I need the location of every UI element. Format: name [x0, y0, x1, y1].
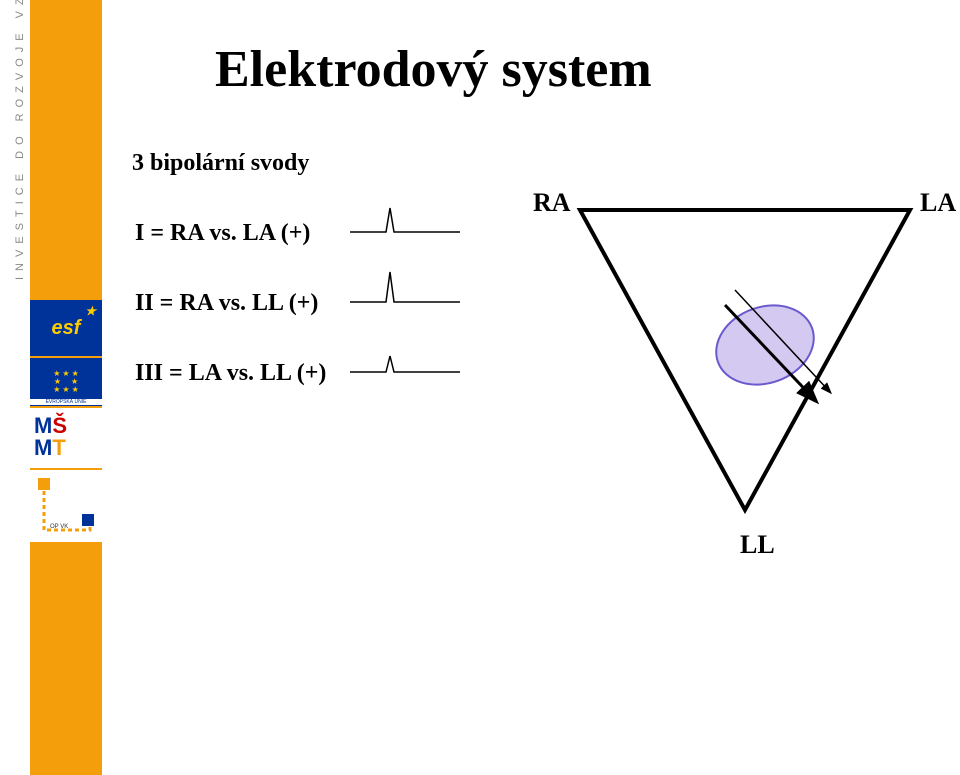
eu-flag-logo: ★ ★ ★★ ★★ ★ ★ EVROPSKÁ UNIE: [30, 358, 102, 406]
subtitle: 3 bipolární svody: [132, 150, 309, 177]
esf-logo-text: esf: [52, 317, 81, 340]
waveform-path: [350, 356, 460, 372]
sidebar-vertical-text: INVESTICE DO ROZVOJE VZDĚLÁVÁNÍ: [14, 0, 26, 280]
svg-text:OP VK: OP VK: [50, 524, 68, 530]
lead-ii-text: II = RA vs. LL (+): [135, 290, 318, 317]
msmt-logo: MŠ MT: [30, 408, 102, 468]
esf-star-icon: ★: [85, 304, 96, 318]
eu-flag-label: EVROPSKÁ UNIE: [30, 399, 102, 405]
heart-ellipse: [705, 292, 825, 398]
waveform-path: [350, 272, 460, 302]
msmt-letter-t: T: [52, 435, 65, 460]
vertex-label-ra: RA: [533, 188, 571, 218]
esf-logo: esf ★: [30, 300, 102, 356]
vertex-label-la: LA: [920, 188, 956, 218]
op-logo: OP VK: [30, 470, 102, 542]
waveform-lead-ii: [350, 268, 460, 312]
waveform-lead-i: [350, 198, 460, 242]
vertex-label-ll: LL: [740, 530, 775, 560]
waveform-path: [350, 208, 460, 232]
einthoven-triangle: [530, 180, 960, 540]
logo-stack: esf ★ ★ ★ ★★ ★★ ★ ★ EVROPSKÁ UNIE MŠ MT …: [30, 300, 102, 542]
lead-iii-text: III = LA vs. LL (+): [135, 360, 326, 387]
eu-stars-icon: ★ ★ ★★ ★★ ★ ★: [53, 370, 79, 394]
lead-i-text: I = RA vs. LA (+): [135, 220, 310, 247]
waveform-lead-iii: [350, 338, 460, 382]
page-title: Elektrodový system: [215, 40, 652, 99]
msmt-letter-m2: M: [34, 435, 52, 460]
